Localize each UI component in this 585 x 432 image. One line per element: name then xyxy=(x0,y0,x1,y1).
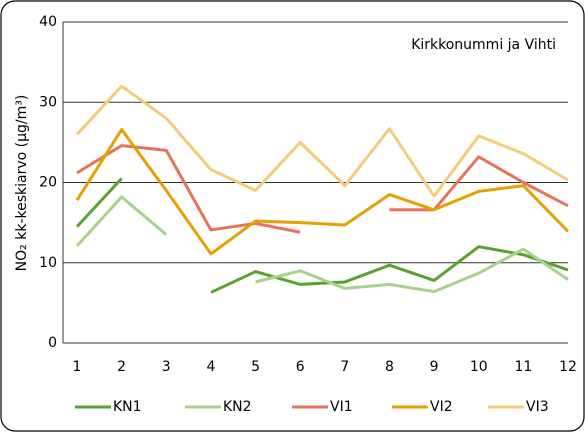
series-line xyxy=(75,128,570,256)
x-tick-label: 2 xyxy=(117,359,126,375)
x-tick-label: 9 xyxy=(430,359,439,375)
x-tick-label: 7 xyxy=(340,359,349,375)
legend-label: VI1 xyxy=(330,399,353,415)
x-tick-label: 11 xyxy=(514,359,532,375)
x-tick-label: 3 xyxy=(162,359,171,375)
y-axis-label: NO₂ kk-keskiarvo (µg/m³) xyxy=(14,95,30,272)
y-tick-label: 40 xyxy=(39,14,57,30)
y-tick-label: 30 xyxy=(39,94,57,110)
series-line xyxy=(75,177,569,294)
series-line xyxy=(75,84,569,198)
x-tick-label: 5 xyxy=(251,359,260,375)
annotation: Kirkkonummi ja Vihti xyxy=(411,37,556,53)
y-tick-label: 20 xyxy=(39,175,57,191)
series-line xyxy=(76,144,569,234)
x-tick-label: 10 xyxy=(470,359,488,375)
legend-label: VI2 xyxy=(430,399,453,415)
x-tick-label: 6 xyxy=(296,359,305,375)
x-tick-label: 1 xyxy=(73,359,82,375)
x-tick-label: 8 xyxy=(385,359,394,375)
y-tick-label: 0 xyxy=(48,335,57,351)
y-tick-label: 10 xyxy=(39,255,57,271)
legend-label: VI3 xyxy=(526,399,549,415)
legend-label: KN2 xyxy=(223,399,252,415)
x-tick-label: 12 xyxy=(559,359,577,375)
series-line xyxy=(75,195,569,294)
legend-label: KN1 xyxy=(113,399,142,415)
x-tick-label: 4 xyxy=(206,359,215,375)
